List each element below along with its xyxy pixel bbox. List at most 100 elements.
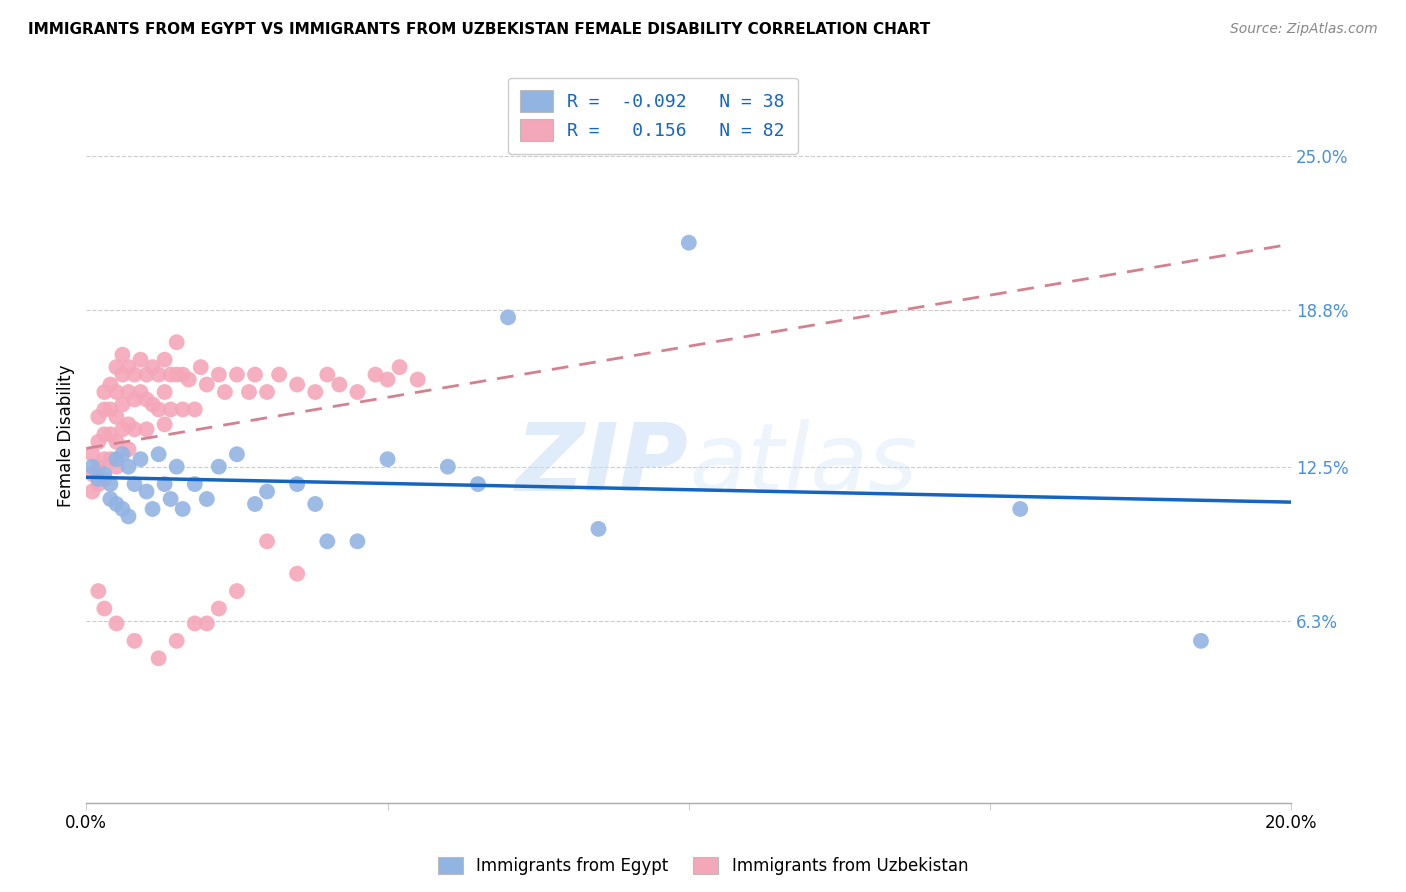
Point bbox=[93, 472, 115, 486]
Point bbox=[678, 235, 700, 250]
Legend: Immigrants from Egypt, Immigrants from Uzbekistan: Immigrants from Egypt, Immigrants from U… bbox=[429, 849, 977, 884]
Point bbox=[436, 459, 458, 474]
Point bbox=[100, 452, 122, 467]
Point bbox=[87, 477, 110, 491]
Point bbox=[105, 452, 128, 467]
Point bbox=[129, 352, 152, 367]
Point bbox=[316, 534, 339, 549]
Point bbox=[129, 452, 152, 467]
Point bbox=[105, 616, 128, 631]
Point bbox=[117, 417, 139, 432]
Point bbox=[117, 384, 139, 399]
Point bbox=[148, 651, 170, 665]
Point bbox=[105, 459, 128, 474]
Point bbox=[159, 368, 181, 382]
Point bbox=[142, 360, 165, 375]
Point bbox=[467, 477, 489, 491]
Point bbox=[111, 368, 134, 382]
Point bbox=[226, 447, 249, 461]
Point bbox=[153, 477, 176, 491]
Point bbox=[124, 368, 146, 382]
Point bbox=[243, 368, 266, 382]
Point bbox=[100, 427, 122, 442]
Point bbox=[346, 534, 368, 549]
Point bbox=[111, 348, 134, 362]
Point bbox=[148, 402, 170, 417]
Point bbox=[269, 368, 291, 382]
Point bbox=[135, 484, 157, 499]
Point bbox=[105, 409, 128, 424]
Point bbox=[316, 368, 339, 382]
Point bbox=[588, 522, 610, 536]
Point bbox=[285, 566, 308, 581]
Point bbox=[93, 427, 115, 442]
Point bbox=[256, 384, 278, 399]
Legend: R =  -0.092   N = 38, R =   0.156   N = 82: R = -0.092 N = 38, R = 0.156 N = 82 bbox=[508, 78, 797, 154]
Point bbox=[285, 477, 308, 491]
Point bbox=[184, 477, 207, 491]
Point bbox=[346, 384, 368, 399]
Point bbox=[105, 384, 128, 399]
Point bbox=[208, 368, 231, 382]
Point bbox=[256, 534, 278, 549]
Point bbox=[124, 477, 146, 491]
Point bbox=[100, 477, 122, 491]
Point bbox=[159, 491, 181, 506]
Y-axis label: Female Disability: Female Disability bbox=[58, 364, 75, 507]
Point bbox=[159, 402, 181, 417]
Point bbox=[82, 484, 104, 499]
Point bbox=[111, 422, 134, 436]
Text: IMMIGRANTS FROM EGYPT VS IMMIGRANTS FROM UZBEKISTAN FEMALE DISABILITY CORRELATIO: IMMIGRANTS FROM EGYPT VS IMMIGRANTS FROM… bbox=[28, 22, 931, 37]
Point bbox=[124, 633, 146, 648]
Point bbox=[117, 509, 139, 524]
Point bbox=[208, 601, 231, 615]
Point bbox=[82, 459, 104, 474]
Point bbox=[142, 502, 165, 516]
Point bbox=[172, 402, 194, 417]
Point bbox=[1010, 502, 1032, 516]
Point bbox=[214, 384, 236, 399]
Point bbox=[117, 459, 139, 474]
Point bbox=[87, 409, 110, 424]
Point bbox=[195, 491, 218, 506]
Point bbox=[117, 360, 139, 375]
Point bbox=[195, 616, 218, 631]
Point bbox=[172, 502, 194, 516]
Point bbox=[148, 368, 170, 382]
Point bbox=[111, 502, 134, 516]
Point bbox=[105, 497, 128, 511]
Point bbox=[153, 352, 176, 367]
Point bbox=[82, 447, 104, 461]
Point bbox=[93, 402, 115, 417]
Point bbox=[105, 434, 128, 449]
Point bbox=[93, 384, 115, 399]
Point bbox=[129, 384, 152, 399]
Point bbox=[135, 368, 157, 382]
Point bbox=[496, 310, 519, 325]
Point bbox=[304, 497, 326, 511]
Point bbox=[243, 497, 266, 511]
Point bbox=[184, 402, 207, 417]
Point bbox=[238, 384, 260, 399]
Point bbox=[195, 377, 218, 392]
Point bbox=[135, 422, 157, 436]
Point bbox=[208, 459, 231, 474]
Point bbox=[406, 373, 429, 387]
Point bbox=[87, 459, 110, 474]
Point bbox=[93, 452, 115, 467]
Point bbox=[100, 491, 122, 506]
Point bbox=[285, 377, 308, 392]
Point bbox=[142, 397, 165, 411]
Point bbox=[226, 584, 249, 599]
Point bbox=[177, 373, 200, 387]
Point bbox=[87, 434, 110, 449]
Point bbox=[124, 392, 146, 407]
Point bbox=[135, 392, 157, 407]
Point bbox=[328, 377, 350, 392]
Text: ZIP: ZIP bbox=[516, 419, 689, 511]
Point bbox=[153, 384, 176, 399]
Point bbox=[1189, 633, 1212, 648]
Point bbox=[87, 472, 110, 486]
Point bbox=[166, 368, 188, 382]
Point bbox=[377, 452, 399, 467]
